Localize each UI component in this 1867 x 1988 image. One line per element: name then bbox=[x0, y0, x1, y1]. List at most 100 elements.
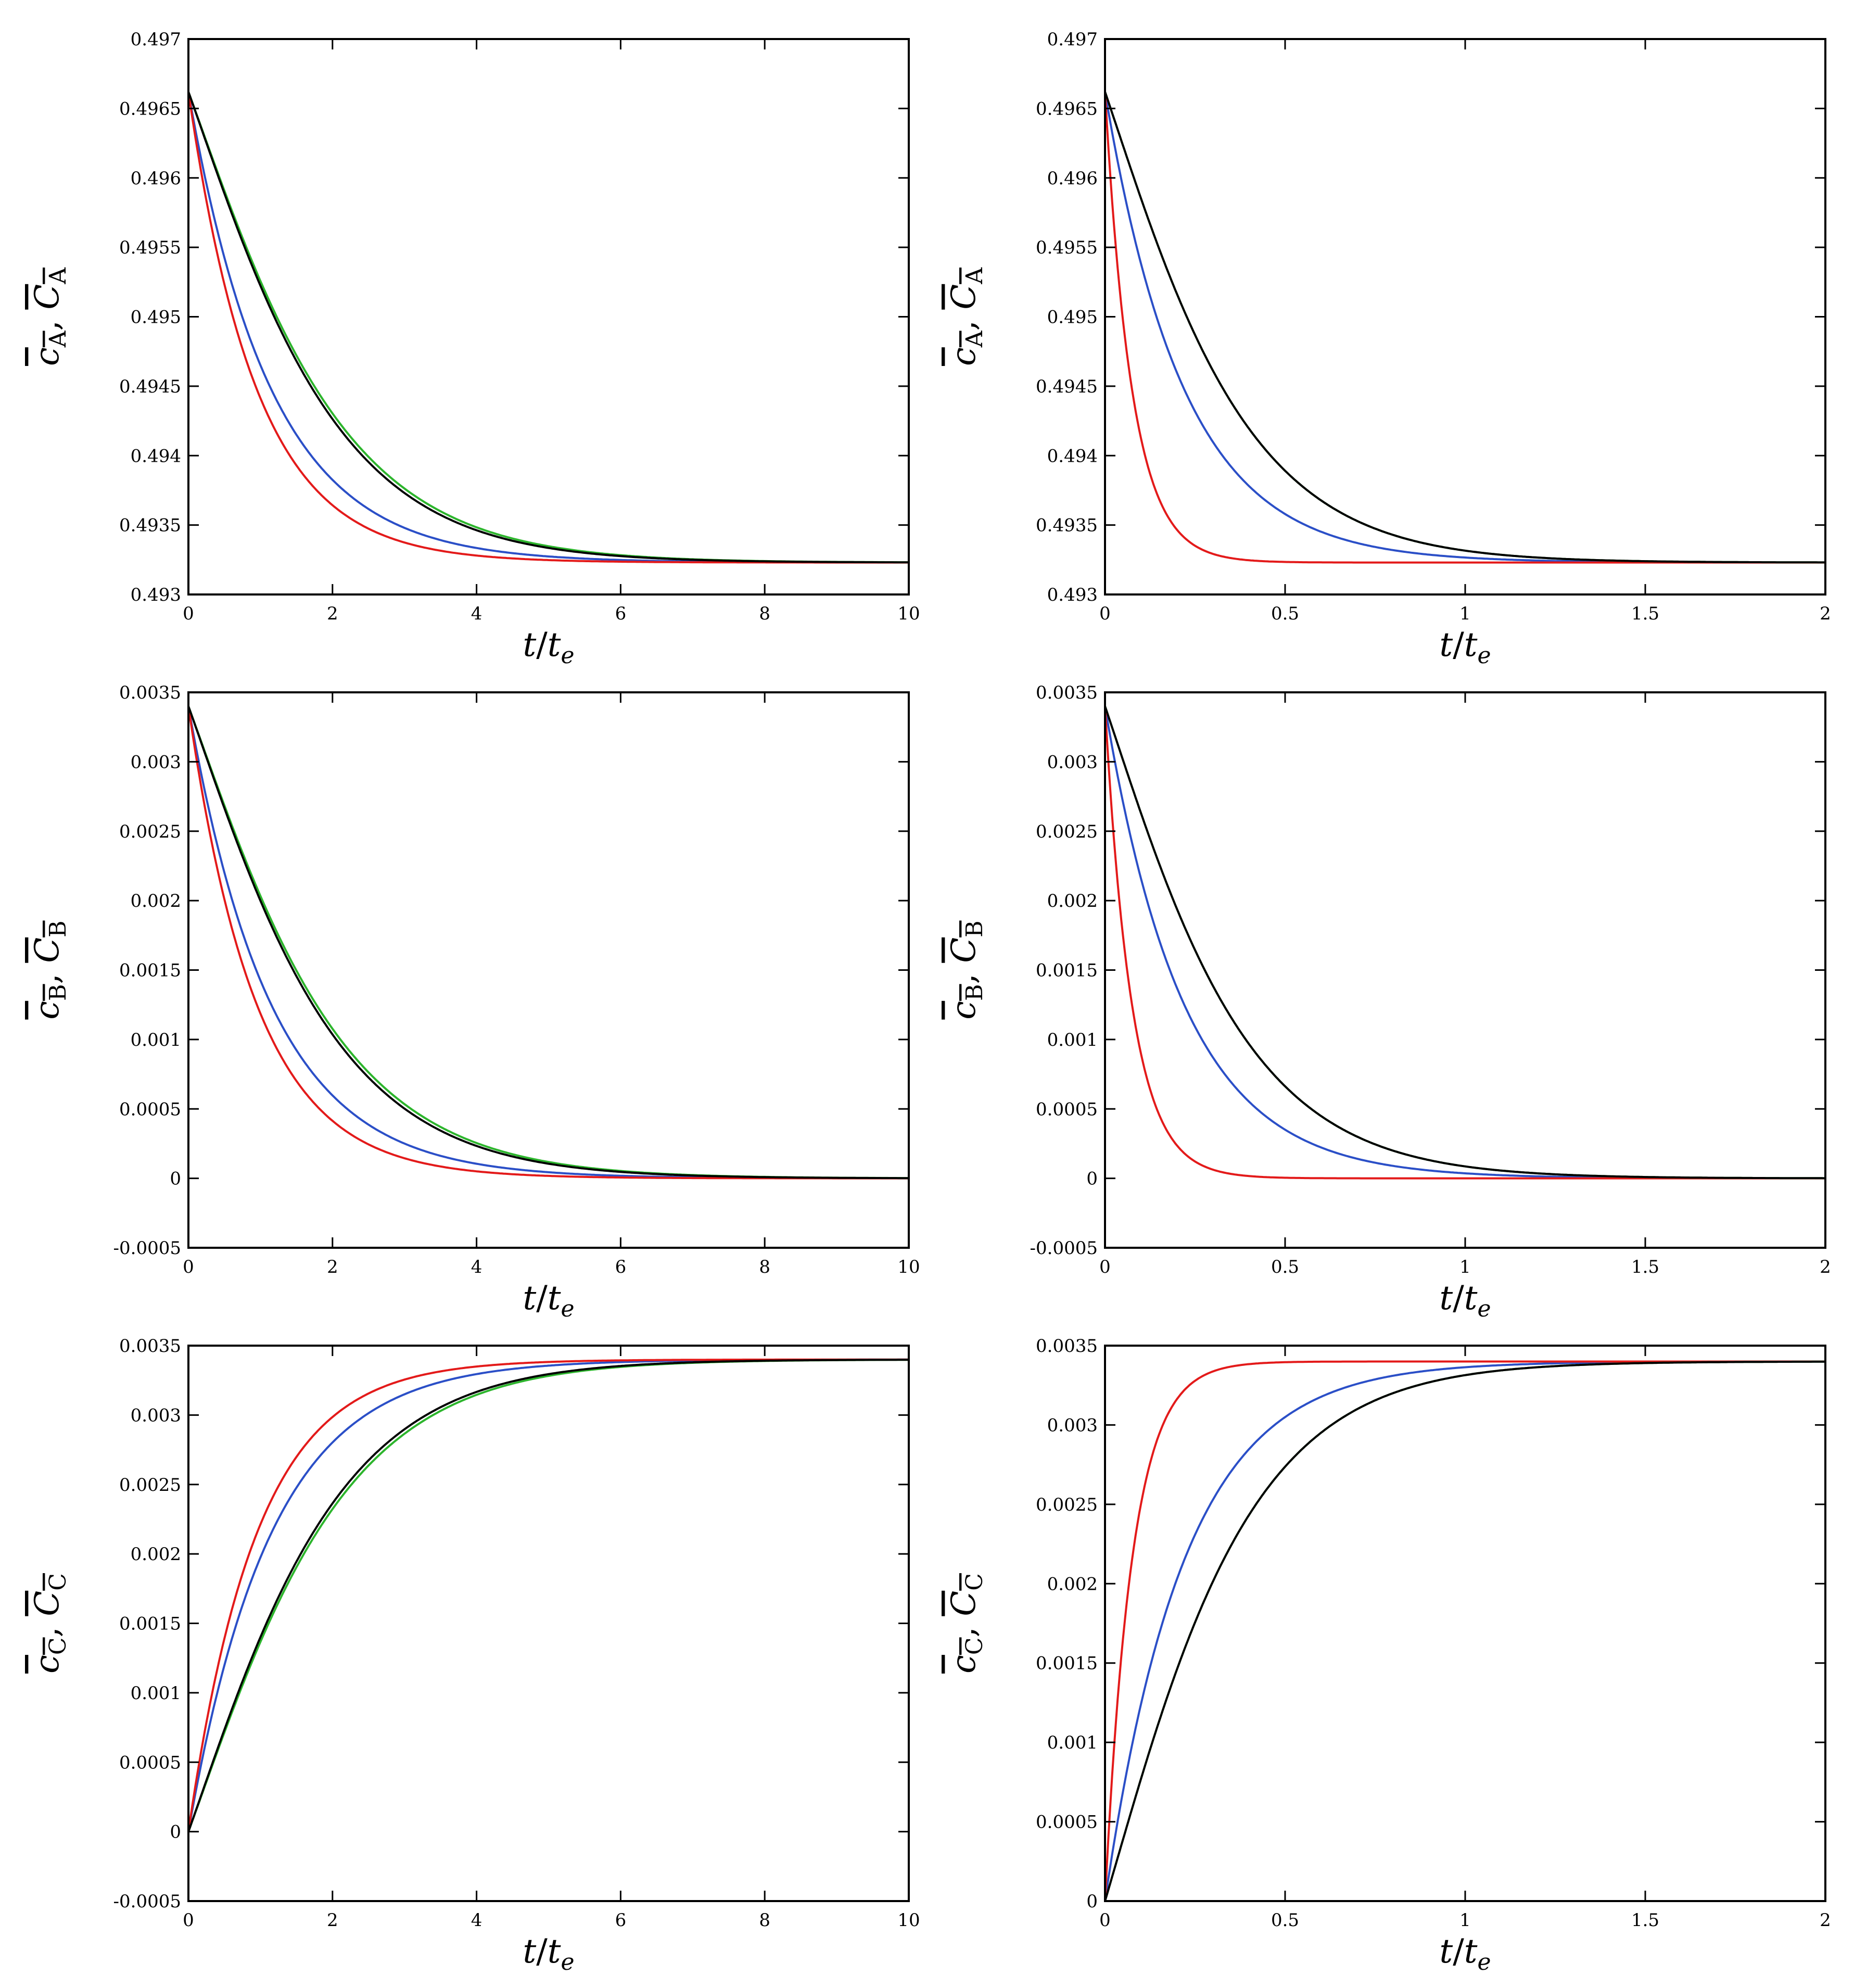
y-tick-label: 0.0005 bbox=[119, 1099, 181, 1120]
series-line-2 bbox=[1105, 705, 1825, 1180]
x-axis-label: t/te bbox=[523, 1932, 574, 1976]
y-tick-label: 0.0025 bbox=[1036, 1495, 1098, 1515]
x-axis-label: t/te bbox=[1439, 1932, 1491, 1976]
series-line-0 bbox=[1105, 1360, 1825, 1901]
x-tick-label: 10 bbox=[897, 1257, 920, 1277]
series-line-2 bbox=[1105, 91, 1825, 564]
x-tick-label: 0.5 bbox=[1271, 1257, 1299, 1277]
panel-B-short: -0.000500.00050.0010.00150.0020.00250.00… bbox=[945, 682, 1831, 1322]
series-line-2 bbox=[188, 91, 909, 564]
y-axis-label: cC, CC bbox=[945, 1573, 988, 1674]
x-tick-label: 10 bbox=[897, 1910, 920, 1931]
series-line-1 bbox=[1105, 1360, 1825, 1901]
series-line-2 bbox=[188, 705, 909, 1180]
x-tick-label: 4 bbox=[471, 603, 482, 624]
y-axis-label: cC, CC bbox=[28, 1573, 71, 1674]
x-tick-label: 4 bbox=[471, 1910, 482, 1931]
series-line-0 bbox=[1105, 91, 1825, 564]
series-line-2 bbox=[188, 1358, 909, 1833]
x-tick-label: 0 bbox=[1099, 1257, 1111, 1277]
x-tick-label: 2 bbox=[327, 1910, 338, 1931]
x-axis-label: t/te bbox=[523, 626, 574, 669]
series-line-1 bbox=[188, 1359, 909, 1833]
y-tick-label: 0.493 bbox=[131, 585, 181, 605]
y-axis-label: cB, CB bbox=[945, 920, 988, 1019]
y-tick-label: 0.0025 bbox=[119, 821, 181, 842]
x-tick-label: 2 bbox=[327, 1257, 338, 1277]
y-tick-label: 0.494 bbox=[1047, 446, 1098, 466]
y-tick-label: 0.4955 bbox=[1036, 237, 1098, 258]
x-tick-label: 1.5 bbox=[1631, 1257, 1659, 1277]
series-line-3 bbox=[188, 91, 909, 564]
y-tick-label: 0.003 bbox=[1047, 1415, 1098, 1436]
y-tick-label: 0.0005 bbox=[119, 1752, 181, 1773]
y-tick-label: 0.001 bbox=[1047, 1030, 1098, 1050]
y-tick-label: 0.0035 bbox=[1036, 1336, 1098, 1357]
y-tick-label: 0.002 bbox=[1047, 1574, 1098, 1594]
series-line-0 bbox=[188, 705, 909, 1180]
panel-C-long: -0.000500.00050.0010.00150.0020.00250.00… bbox=[28, 1336, 920, 1976]
series-line-0 bbox=[188, 91, 909, 564]
series-line-2 bbox=[1105, 1360, 1825, 1901]
x-tick-label: 6 bbox=[615, 1257, 627, 1277]
y-tick-label: 0.0035 bbox=[119, 682, 181, 703]
y-tick-label: 0.493 bbox=[1047, 585, 1098, 605]
y-tick-label: 0.497 bbox=[131, 29, 181, 50]
x-tick-label: 0.5 bbox=[1271, 603, 1299, 624]
x-tick-label: 8 bbox=[759, 603, 770, 624]
x-tick-label: 6 bbox=[615, 1910, 627, 1931]
x-tick-label: 1 bbox=[1459, 1257, 1471, 1277]
series-line-1 bbox=[1105, 91, 1825, 564]
x-tick-label: 2 bbox=[1820, 603, 1831, 624]
y-tick-label: 0.002 bbox=[131, 1544, 181, 1565]
x-tick-label: 0 bbox=[1099, 1910, 1111, 1931]
y-tick-label: 0.496 bbox=[1047, 168, 1098, 189]
panel-B-long: -0.000500.00050.0010.00150.0020.00250.00… bbox=[28, 682, 920, 1322]
x-axis-label: t/te bbox=[523, 1279, 574, 1322]
x-tick-label: 0.5 bbox=[1271, 1910, 1299, 1931]
x-axis-label: t/te bbox=[1439, 1279, 1491, 1322]
series-line-1 bbox=[188, 91, 909, 564]
y-tick-label: 0.4935 bbox=[1036, 515, 1098, 536]
x-tick-label: 1 bbox=[1459, 1910, 1471, 1931]
plot-frame bbox=[1104, 38, 1826, 596]
series-line-1 bbox=[188, 705, 909, 1180]
x-tick-label: 4 bbox=[471, 1257, 482, 1277]
x-tick-label: 0 bbox=[183, 1257, 194, 1277]
y-tick-label: 0.4935 bbox=[119, 515, 181, 536]
y-tick-label: 0.0015 bbox=[119, 960, 181, 981]
panel-A-short: 0.493 0.4935 0.494 0.4945 0.495 0.4955 0.496 0.… bbox=[945, 29, 1831, 669]
y-tick-label: 0.001 bbox=[1047, 1732, 1098, 1753]
panel-C-short: 0 0.0005 0.001 0.0015 0.002 0.0025 0.003 0.0035… bbox=[945, 1336, 1831, 1976]
y-tick-label: -0.0005 bbox=[1030, 1238, 1098, 1259]
y-tick-label: -0.0005 bbox=[113, 1238, 181, 1259]
y-axis-label: cB, CB bbox=[28, 920, 71, 1019]
y-tick-label: 0 bbox=[170, 1169, 181, 1189]
panel-A-long: 0.493 0.4935 0.494 0.4945 0.495 0.4955 0.496 0.… bbox=[28, 29, 920, 669]
y-tick-label: 0.003 bbox=[1047, 752, 1098, 773]
y-tick-label: -0.0005 bbox=[113, 1891, 181, 1912]
x-tick-label: 2 bbox=[327, 603, 338, 624]
y-tick-label: 0.0035 bbox=[119, 1336, 181, 1357]
y-tick-label: 0.497 bbox=[1047, 29, 1098, 50]
x-axis-label: t/te bbox=[1439, 626, 1491, 669]
y-tick-label: 0.002 bbox=[131, 891, 181, 911]
series-line-3 bbox=[188, 705, 909, 1180]
x-tick-label: 10 bbox=[897, 603, 920, 624]
plot-frame bbox=[187, 38, 910, 596]
y-tick-label: 0.4955 bbox=[119, 237, 181, 258]
x-tick-label: 8 bbox=[759, 1257, 770, 1277]
y-tick-label: 0.003 bbox=[131, 1405, 181, 1426]
x-tick-label: 0 bbox=[183, 1910, 194, 1931]
y-tick-label: 0.0015 bbox=[1036, 1653, 1098, 1674]
y-tick-label: 0.495 bbox=[1047, 307, 1098, 328]
y-tick-label: 0.003 bbox=[131, 752, 181, 773]
series-line-0 bbox=[188, 1359, 909, 1833]
x-tick-label: 2 bbox=[1820, 1257, 1831, 1277]
y-tick-label: 0.0015 bbox=[1036, 960, 1098, 981]
y-tick-label: 0.494 bbox=[131, 446, 181, 466]
y-tick-label: 0.0035 bbox=[1036, 682, 1098, 703]
series-line-1 bbox=[1105, 705, 1825, 1180]
y-tick-label: 0.0015 bbox=[119, 1614, 181, 1635]
